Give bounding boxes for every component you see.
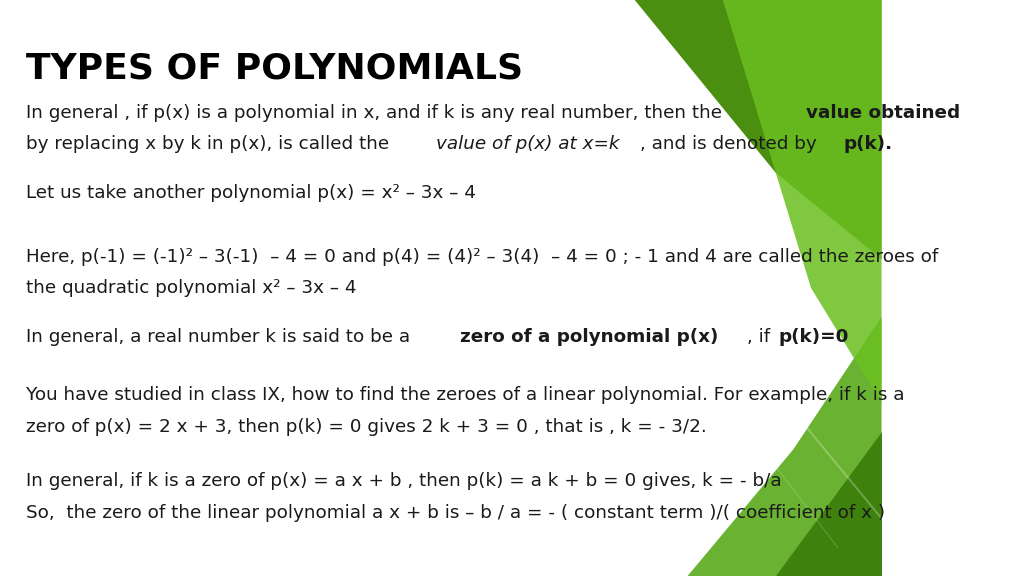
Text: the quadratic polynomial x² – 3x – 4: the quadratic polynomial x² – 3x – 4 bbox=[27, 279, 357, 297]
Polygon shape bbox=[776, 432, 882, 576]
Text: p(k)=0: p(k)=0 bbox=[779, 328, 849, 346]
Polygon shape bbox=[635, 0, 882, 259]
Text: by replacing x by k in p(x), is called the: by replacing x by k in p(x), is called t… bbox=[27, 135, 395, 153]
Text: value obtained: value obtained bbox=[806, 104, 961, 122]
Text: , if: , if bbox=[746, 328, 775, 346]
Text: p(k).: p(k). bbox=[843, 135, 892, 153]
Text: In general, a real number k is said to be a: In general, a real number k is said to b… bbox=[27, 328, 417, 346]
Text: Let us take another polynomial p(x) = x² – 3x – 4: Let us take another polynomial p(x) = x²… bbox=[27, 184, 476, 202]
Text: zero of a polynomial p(x): zero of a polynomial p(x) bbox=[460, 328, 718, 346]
Text: You have studied in class IX, how to find the zeroes of a linear polynomial. For: You have studied in class IX, how to fin… bbox=[27, 386, 905, 404]
Polygon shape bbox=[723, 0, 882, 403]
Text: TYPES OF POLYNOMIALS: TYPES OF POLYNOMIALS bbox=[27, 52, 523, 86]
Text: , and is denoted by: , and is denoted by bbox=[640, 135, 823, 153]
Text: zero of p(x) = 2 x + 3, then p(k) = 0 gives 2 k + 3 = 0 , that is , k = - 3/2.: zero of p(x) = 2 x + 3, then p(k) = 0 gi… bbox=[27, 418, 708, 435]
Text: So,  the zero of the linear polynomial a x + b is – b / a = - ( constant term )/: So, the zero of the linear polynomial a … bbox=[27, 504, 886, 522]
Polygon shape bbox=[687, 317, 882, 576]
Text: In general, if k is a zero of p(x) = a x + b , then p(k) = a k + b = 0 gives, k : In general, if k is a zero of p(x) = a x… bbox=[27, 472, 782, 490]
Text: value of p(x) at x=k: value of p(x) at x=k bbox=[436, 135, 620, 153]
Text: In general , if p(x) is a polynomial in x, and if k is any real number, then the: In general , if p(x) is a polynomial in … bbox=[27, 104, 728, 122]
Text: Here, p(-1) = (-1)² – 3(-1)  – 4 = 0 and p(4) = (4)² – 3(4)  – 4 = 0 ; - 1 and 4: Here, p(-1) = (-1)² – 3(-1) – 4 = 0 and … bbox=[27, 248, 939, 266]
